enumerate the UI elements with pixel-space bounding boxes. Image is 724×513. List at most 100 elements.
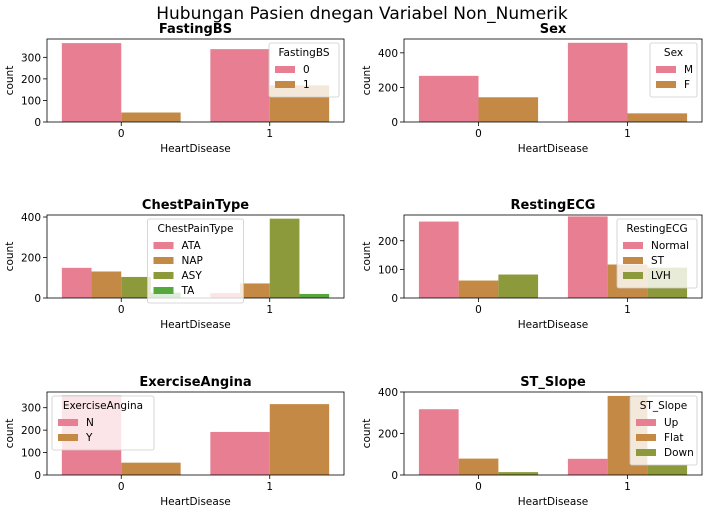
y-tick-label: 200 bbox=[21, 425, 41, 437]
legend-label: TA bbox=[181, 285, 196, 297]
legend-swatch bbox=[636, 419, 656, 426]
x-tick-label: 0 bbox=[118, 128, 125, 140]
legend-label: Up bbox=[664, 417, 679, 429]
legend-swatch bbox=[153, 257, 174, 264]
bar-ta-1 bbox=[299, 293, 330, 298]
x-tick-label: 0 bbox=[118, 304, 125, 316]
legend-label: Flat bbox=[664, 432, 684, 444]
legend-label: Normal bbox=[651, 240, 689, 252]
bar-lvh-0 bbox=[498, 274, 539, 298]
subplot-restingecg: RestingECG 0 100 200 0 1 HeartDisease count Rest… bbox=[361, 198, 703, 331]
legend-box bbox=[616, 218, 698, 289]
subplot-title: FastingBS bbox=[159, 22, 232, 37]
bar-0-0 bbox=[61, 43, 122, 123]
subplot-title: ExerciseAngina bbox=[139, 375, 251, 390]
y-axis-label: count bbox=[4, 242, 16, 272]
legend-label: N bbox=[86, 417, 94, 429]
bar-asy-0 bbox=[121, 276, 151, 298]
x-tick-label: 1 bbox=[266, 481, 273, 493]
subplot-chestpaintype: ChestPainType 0 200 400 0 1 HeartDisease count C… bbox=[4, 198, 345, 331]
y-tick-label: 200 bbox=[21, 74, 41, 86]
x-tick-label: 0 bbox=[475, 304, 482, 316]
plot-frame bbox=[403, 214, 703, 299]
legend: ChestPainType ATA NAP ASY TA bbox=[147, 218, 244, 304]
x-tick-label: 1 bbox=[624, 481, 631, 493]
y-axis-label: count bbox=[4, 419, 16, 449]
bar-y-0 bbox=[121, 462, 181, 475]
legend-swatch bbox=[58, 419, 78, 426]
legend-box bbox=[629, 395, 698, 466]
x-tick-label: 1 bbox=[266, 128, 273, 140]
bar-asy-1 bbox=[269, 218, 300, 298]
legend-label: 0 bbox=[303, 64, 310, 76]
bar-f-1 bbox=[627, 113, 688, 122]
legend-label: LVH bbox=[651, 270, 671, 282]
bar-ata-0 bbox=[61, 267, 92, 298]
y-axis-label: count bbox=[361, 242, 373, 272]
legend-label: Down bbox=[664, 447, 694, 459]
y-tick-label: 0 bbox=[34, 293, 41, 305]
legend-title: ExerciseAngina bbox=[63, 400, 143, 412]
legend-label: Y bbox=[85, 432, 93, 444]
figure-title: Hubungan Pasien dnegan Variabel Non_Nume… bbox=[156, 4, 568, 24]
bar-flat-0 bbox=[458, 458, 499, 475]
bar-nap-1 bbox=[240, 283, 270, 298]
legend: RestingECG Normal ST LVH bbox=[616, 218, 698, 289]
legend-swatch bbox=[623, 242, 643, 249]
y-tick-label: 0 bbox=[34, 470, 41, 482]
legend-title: ST_Slope bbox=[640, 400, 687, 412]
y-tick-label: 400 bbox=[378, 387, 398, 399]
subplot-st-slope: ST_Slope 0 200 400 0 1 HeartDisease count ST_Slo… bbox=[361, 375, 703, 508]
bar-up-0 bbox=[418, 409, 459, 475]
bar-0-1 bbox=[210, 49, 270, 122]
x-axis-label: HeartDisease bbox=[160, 496, 231, 508]
legend-swatch bbox=[656, 66, 676, 73]
legend-label: F bbox=[684, 79, 690, 91]
bar-normal-1 bbox=[567, 216, 608, 298]
legend-title: Sex bbox=[664, 47, 683, 59]
legend-swatch bbox=[58, 434, 78, 441]
y-tick-label: 200 bbox=[21, 253, 41, 265]
x-axis-label: HeartDisease bbox=[518, 319, 589, 331]
subplot-title: Sex bbox=[540, 22, 567, 37]
legend: FastingBS 0 1 bbox=[268, 42, 340, 98]
legend-label: 1 bbox=[303, 79, 310, 91]
x-axis-label: HeartDisease bbox=[518, 143, 589, 155]
legend-swatch bbox=[153, 242, 174, 249]
legend-label: ASY bbox=[182, 270, 203, 282]
x-tick-label: 1 bbox=[266, 304, 273, 316]
plot-frame bbox=[46, 38, 345, 123]
legend-title: FastingBS bbox=[278, 47, 329, 59]
legend-swatch bbox=[636, 434, 656, 441]
bar-st-0 bbox=[458, 280, 499, 298]
y-axis-label: count bbox=[361, 419, 373, 449]
legend-swatch bbox=[153, 287, 174, 294]
bar-n-1 bbox=[210, 431, 270, 475]
x-tick-label: 1 bbox=[624, 128, 631, 140]
subplot-fastingbs: FastingBS 0 100 200 300 0 1 HeartDisease count Fa… bbox=[4, 22, 345, 155]
bar-1-0 bbox=[121, 112, 181, 122]
legend-label: NAP bbox=[182, 255, 203, 267]
y-tick-label: 0 bbox=[391, 470, 398, 482]
bar-up-1 bbox=[567, 458, 608, 475]
legend-swatch bbox=[636, 449, 656, 456]
x-axis-label: HeartDisease bbox=[160, 319, 231, 331]
y-axis-label: count bbox=[361, 66, 373, 96]
x-tick-label: 0 bbox=[118, 481, 125, 493]
y-tick-label: 100 bbox=[21, 95, 41, 107]
x-tick-label: 1 bbox=[624, 304, 631, 316]
y-tick-label: 400 bbox=[378, 48, 398, 60]
x-axis-label: HeartDisease bbox=[518, 496, 589, 508]
subplot-title: RestingECG bbox=[511, 198, 596, 213]
bar-down-0 bbox=[498, 472, 539, 475]
legend-swatch bbox=[656, 81, 676, 88]
y-tick-label: 400 bbox=[21, 212, 41, 224]
bar-down-1 bbox=[647, 464, 688, 475]
legend-title: ChestPainType bbox=[157, 223, 233, 235]
legend: ExerciseAngina NY bbox=[51, 395, 155, 451]
legend-swatch bbox=[275, 81, 295, 88]
legend-swatch bbox=[275, 66, 295, 73]
legend-swatch bbox=[623, 272, 643, 279]
bar-m-1 bbox=[567, 42, 628, 122]
